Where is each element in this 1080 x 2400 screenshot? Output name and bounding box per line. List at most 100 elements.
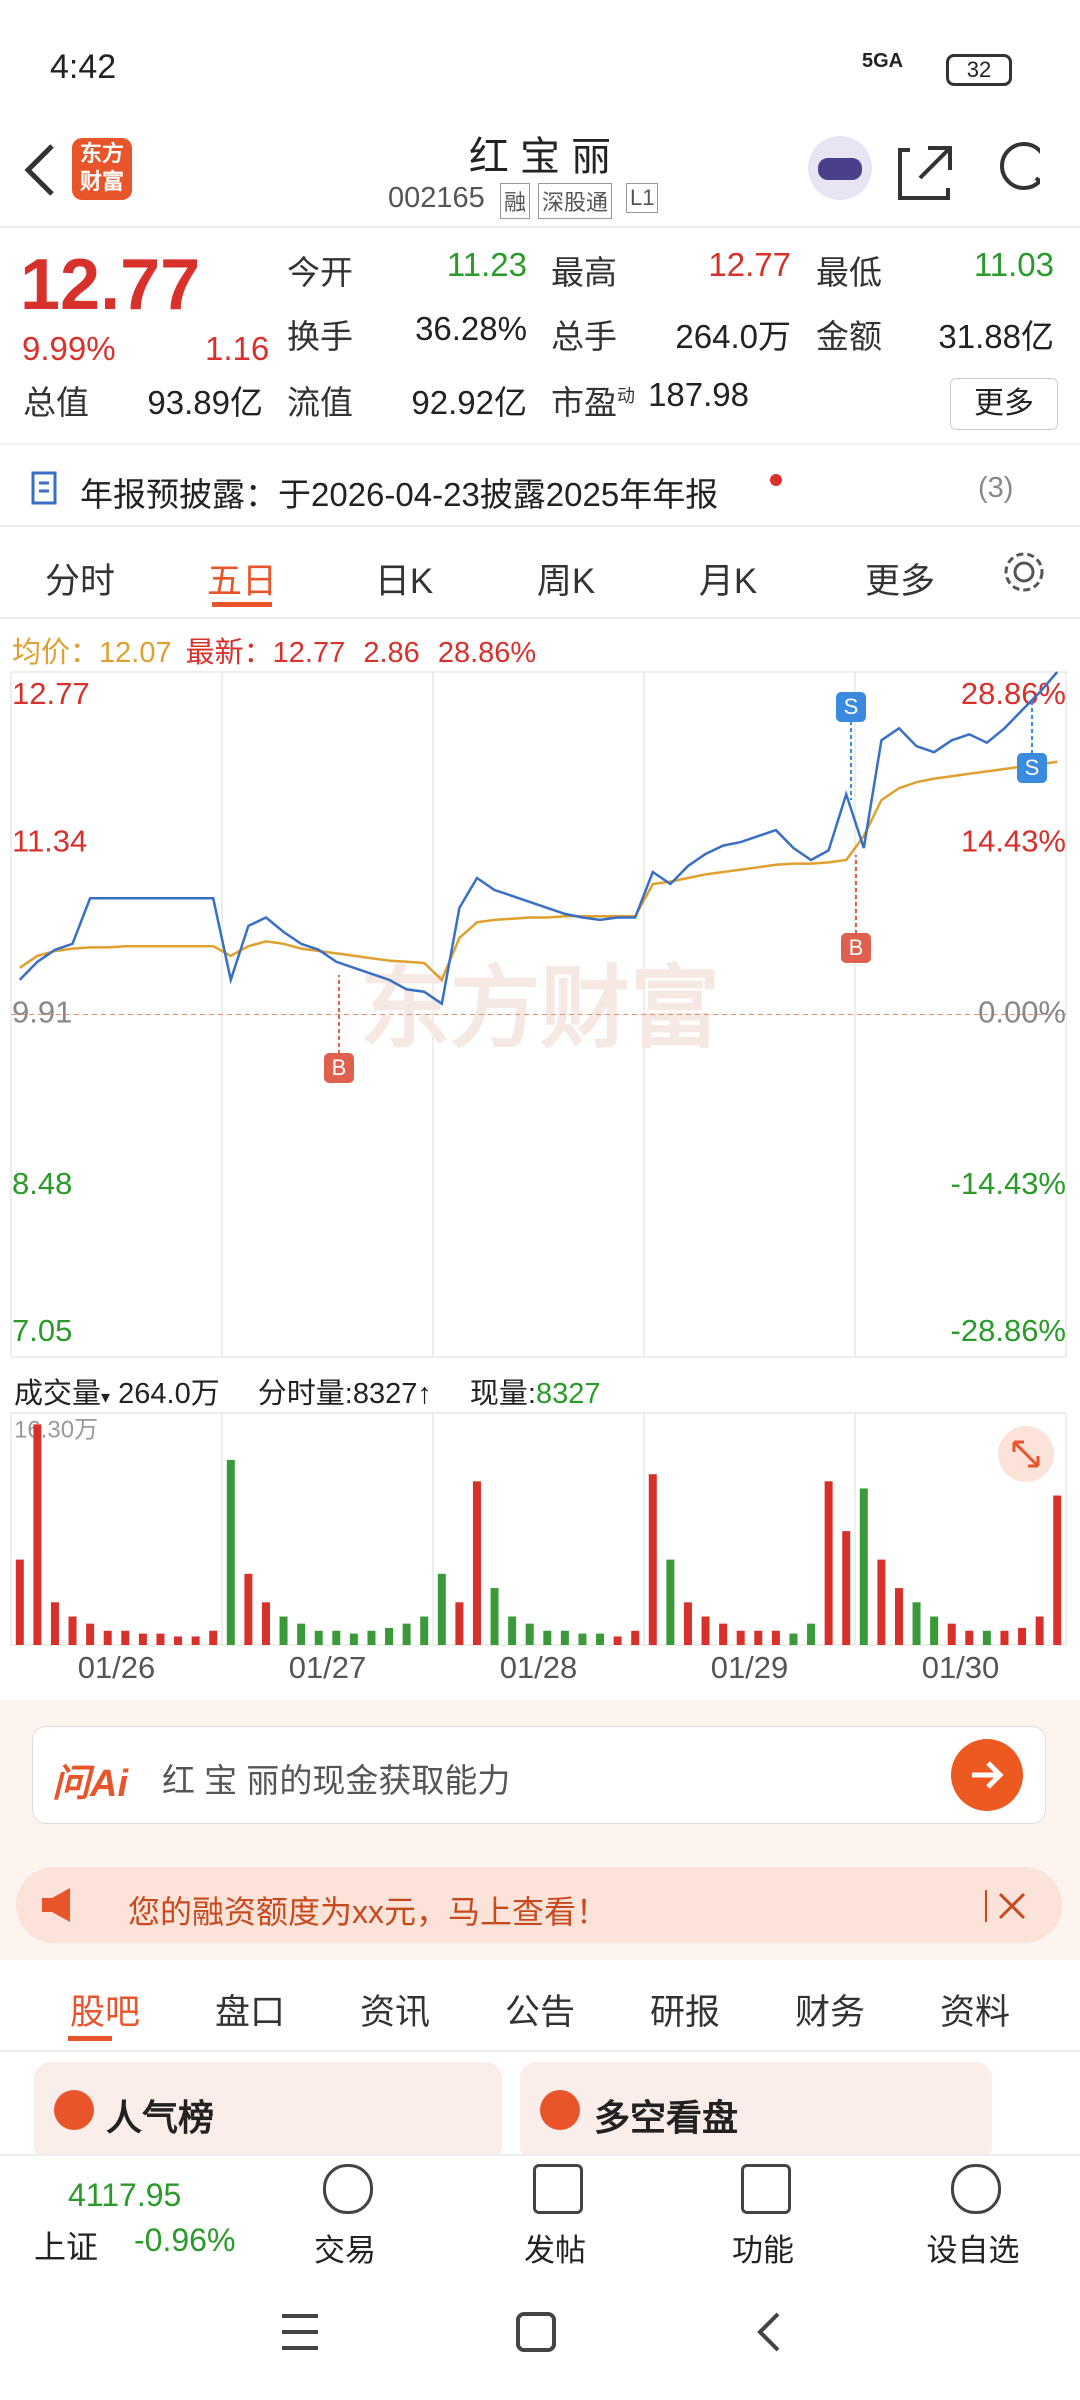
action-label[interactable]: 发帖 [524, 2233, 586, 2268]
volume-bar [174, 1636, 183, 1645]
volume-bar [859, 1488, 868, 1645]
change-pct: 9.99% [22, 330, 116, 367]
volume-bar [332, 1630, 341, 1645]
ai-box[interactable] [32, 1726, 1046, 1824]
current-label: 现量: [469, 1378, 536, 1410]
field-label: 流值 [287, 384, 353, 421]
marker-label: S [1025, 755, 1040, 780]
card[interactable] [34, 2062, 502, 2162]
back-button[interactable] [20, 140, 60, 200]
volume-bar [402, 1623, 411, 1645]
app-logo: 东方财富 [72, 138, 132, 200]
notice-count: (3) [978, 472, 1014, 504]
content-tab[interactable]: 盘口 [214, 1993, 285, 2032]
field-label: 今开 [287, 254, 353, 291]
index-change: -0.96% [134, 2222, 236, 2258]
field-value: 31.88亿 [938, 318, 1054, 355]
index-name: 上证 [34, 2229, 99, 2265]
volume-bar [789, 1633, 798, 1645]
card-icon [54, 2090, 94, 2130]
battery: 32 [946, 54, 1012, 86]
volume-bar [367, 1630, 376, 1645]
volume-bar [877, 1559, 886, 1645]
volume-bar [842, 1531, 851, 1645]
field-label: 最高 [551, 254, 617, 291]
volume-bar [701, 1616, 710, 1645]
volume-bar [279, 1616, 288, 1645]
date-label: 01/27 [289, 1650, 367, 1685]
volume-bar [1000, 1630, 1009, 1645]
series-line [19, 760, 1058, 982]
more-button[interactable]: 更多 [950, 378, 1058, 430]
ai-send[interactable] [950, 1738, 1024, 1812]
volume-bar [947, 1623, 956, 1645]
volume-bar [807, 1623, 816, 1645]
marker [841, 933, 871, 963]
volume-bar [666, 1559, 675, 1645]
volume-bar [930, 1616, 939, 1645]
volume-label[interactable]: 成交量 [14, 1378, 102, 1410]
notice[interactable]: 年报预披露：于2026-04-23披露2025年年报 [80, 476, 719, 513]
close[interactable] [984, 1888, 1034, 1924]
card-icon [540, 2090, 580, 2130]
content-tab[interactable]: 资料 [939, 1993, 1010, 2032]
header-icons[interactable] [800, 130, 1040, 210]
volume-bar [490, 1588, 499, 1645]
chart-tab[interactable]: 更多 [864, 562, 935, 601]
volume-bar [226, 1459, 235, 1645]
content-tab[interactable]: 资讯 [359, 1993, 430, 2032]
volume-bar [244, 1573, 253, 1645]
chart-tab[interactable]: 周K [536, 562, 596, 601]
chart-tab[interactable]: 分时 [44, 562, 115, 601]
settings[interactable] [1000, 548, 1048, 596]
volume-bar [314, 1630, 323, 1645]
volume-bar [138, 1633, 147, 1645]
volume-bar [982, 1630, 991, 1645]
price: 12.77 [20, 245, 201, 325]
field-value: 36.28% [415, 310, 527, 347]
volume-bar [121, 1630, 130, 1645]
ai-logo: 问Ai [52, 1763, 129, 1805]
field-label: 市盈动 [551, 384, 635, 421]
chart-tab[interactable]: 五日 [206, 562, 277, 601]
action-label[interactable]: 交易 [314, 2233, 376, 2268]
volume-bar [578, 1633, 587, 1645]
horn-icon [42, 1888, 70, 1922]
field-value: 92.92亿 [411, 384, 527, 421]
action-label[interactable]: 功能 [732, 2233, 794, 2268]
field-label: 总值 [23, 384, 89, 421]
content-tab[interactable]: 公告 [504, 1993, 575, 2032]
tick-volume: 8327 [352, 1378, 418, 1410]
content-tab[interactable]: 财务 [794, 1993, 865, 2032]
date-label: 01/26 [78, 1650, 156, 1685]
field-value: 11.03 [973, 246, 1054, 283]
field-value: 93.89亿 [147, 384, 263, 421]
chart-tab[interactable]: 日K [374, 562, 434, 601]
action-icon [323, 2164, 373, 2214]
marker [836, 692, 866, 722]
content-tab[interactable]: 研报 [649, 1993, 720, 2032]
volume-info: 成交量▾ 264.0万 分时量:8327↑ 现量:8327 [14, 1378, 601, 1410]
badge: L1 [626, 183, 659, 213]
content-tab[interactable]: 股吧 [69, 1993, 140, 2032]
action-label[interactable]: 设自选 [926, 2233, 1020, 2268]
field-value: 12.77 [708, 246, 791, 283]
y-tick-label: 7.05 [12, 1313, 72, 1348]
volume-bar [771, 1630, 780, 1645]
y2-tick-label: 14.43% [961, 823, 1066, 858]
avg-label: 均价： [12, 637, 100, 669]
card[interactable] [520, 2062, 992, 2162]
banner[interactable] [16, 1867, 1062, 1943]
volume-bar [1018, 1627, 1027, 1645]
marker [1017, 753, 1047, 783]
time: 4:42 [50, 48, 117, 86]
volume-bar [156, 1633, 165, 1645]
chart-tab[interactable]: 月K [698, 562, 758, 601]
volume-bar [683, 1602, 692, 1645]
volume-bar [824, 1481, 833, 1645]
volume-total: 264.0万 [118, 1378, 220, 1410]
volume-bar [50, 1602, 59, 1645]
current-volume: 8327 [535, 1378, 601, 1410]
y-tick-label: 8.48 [12, 1166, 72, 1201]
